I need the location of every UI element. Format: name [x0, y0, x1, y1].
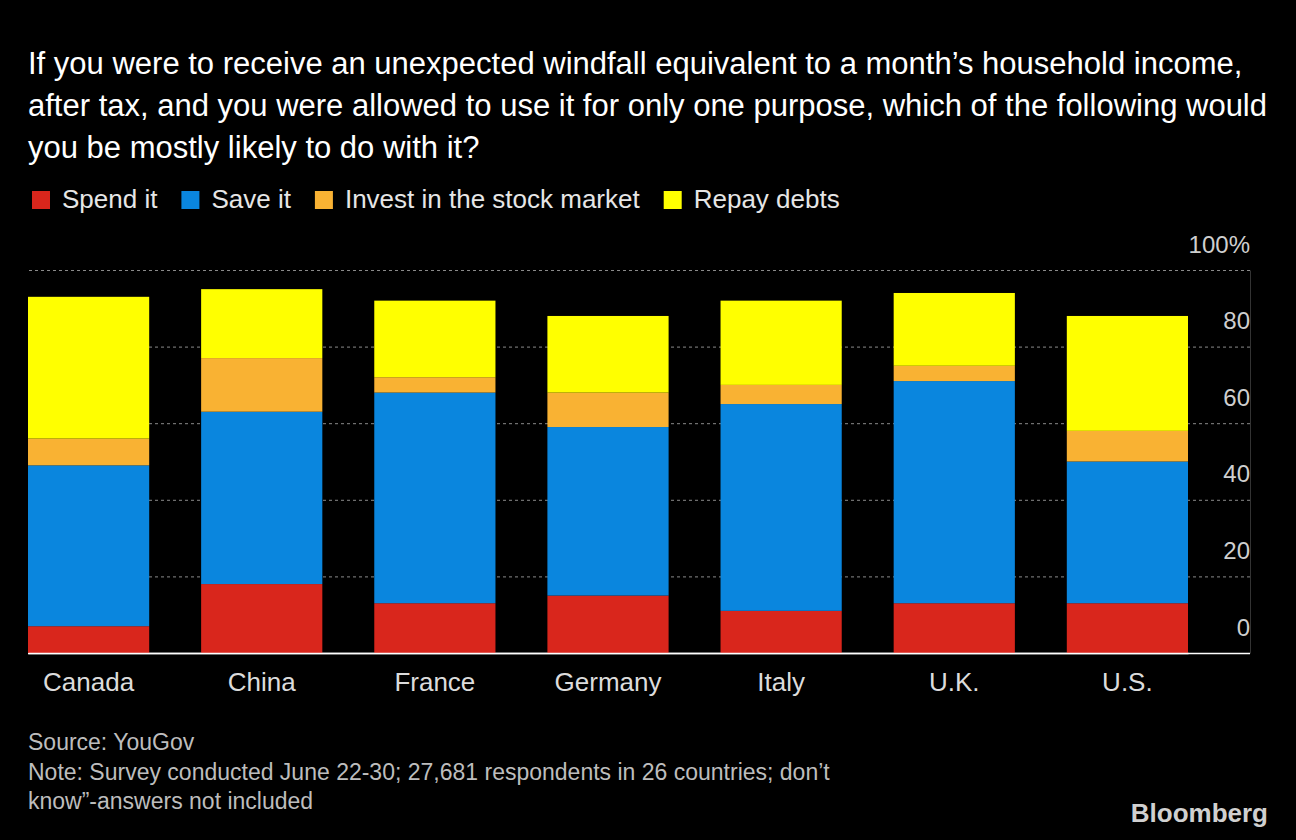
y-tick: 100%: [28, 231, 1250, 271]
bar: [721, 301, 842, 385]
bar: [894, 381, 1015, 603]
bar: [547, 596, 668, 653]
bar: [374, 393, 495, 604]
legend-swatch: [32, 191, 50, 209]
x-tick-label: U.K.: [929, 667, 980, 697]
text-line: you be mostly likely to do with it?: [28, 130, 479, 165]
y-tick-label: 20: [1223, 537, 1250, 564]
credit: Bloomberg: [1131, 798, 1268, 828]
bar: [374, 377, 495, 392]
source: Source: YouGov: [28, 729, 195, 755]
x-tick-label: Canada: [43, 667, 135, 697]
bar: [28, 297, 149, 439]
x-tick-label: Germany: [555, 667, 662, 697]
x-tick-label: U.S.: [1102, 667, 1153, 697]
x-tick: Germany: [555, 653, 662, 697]
y-axis: 0 20 40 60 80 100%: [28, 231, 1251, 654]
text-line: after tax, and you were allowed to use i…: [28, 88, 1267, 123]
bar: [721, 385, 842, 404]
legend-label: Spend it: [62, 184, 158, 214]
text-line: Note: Survey conducted June 22-30; 27,68…: [28, 759, 830, 785]
bar: [28, 439, 149, 466]
x-tick-label: China: [228, 667, 296, 697]
x-tick: China: [228, 653, 296, 697]
x-tick: Italy: [757, 653, 805, 697]
bar: [547, 393, 668, 427]
x-axis: Canada China France Germany Italy U.K. U.S.: [29, 653, 1189, 697]
bar: [547, 427, 668, 596]
bar: [374, 301, 495, 378]
x-tick-label: France: [394, 667, 475, 697]
bar: [547, 316, 668, 393]
y-tick-label: 80: [1223, 307, 1250, 334]
x-axis-line: [29, 653, 1189, 655]
bar: [201, 358, 322, 412]
bar: [28, 626, 149, 653]
x-tick-label: Italy: [757, 667, 805, 697]
x-tick: Canada: [43, 653, 135, 697]
bar: [201, 584, 322, 653]
legend-label: Repay debts: [694, 184, 840, 214]
y-tick-label: 60: [1223, 384, 1250, 411]
bars: [28, 289, 1188, 653]
bar: [1067, 462, 1188, 604]
bar: [1067, 431, 1188, 462]
background: [0, 0, 1296, 840]
x-tick: France: [394, 653, 475, 697]
bar: [1067, 316, 1188, 431]
bar: [894, 366, 1015, 381]
x-tick: U.S.: [1102, 653, 1153, 697]
legend-swatch: [181, 191, 199, 209]
chart: If you were to receive an unexpected win…: [0, 0, 1296, 840]
legend-swatch: [315, 191, 333, 209]
text-line: know”-answers not included: [28, 788, 313, 814]
bar: [721, 611, 842, 653]
legend-label: Invest in the stock market: [345, 184, 641, 214]
bar: [374, 603, 495, 653]
bar: [28, 465, 149, 626]
series: [28, 381, 1188, 626]
legend: Spend it Save it Invest in the stock marke…: [32, 184, 840, 214]
text-line: If you were to receive an unexpected win…: [28, 46, 1242, 81]
y-tick-label: 40: [1223, 460, 1250, 487]
grid-line: [28, 653, 1250, 655]
grid-line: [28, 270, 1250, 271]
bar: [201, 412, 322, 584]
bar: [721, 404, 842, 611]
legend-swatch: [664, 191, 682, 209]
x-tick: U.K.: [929, 653, 980, 697]
y-tick-label: 0: [1237, 614, 1250, 641]
note: Note: Survey conducted June 22-30; 27,68…: [28, 759, 830, 814]
legend-label: Save it: [211, 184, 291, 214]
title: If you were to receive an unexpected win…: [28, 46, 1267, 165]
bar: [894, 293, 1015, 366]
y-tick-label: 100%: [1189, 231, 1250, 258]
series: [28, 289, 1188, 438]
bar: [201, 289, 322, 358]
bar: [894, 603, 1015, 653]
y-axis-line: [1250, 271, 1251, 654]
bar: [1067, 603, 1188, 653]
